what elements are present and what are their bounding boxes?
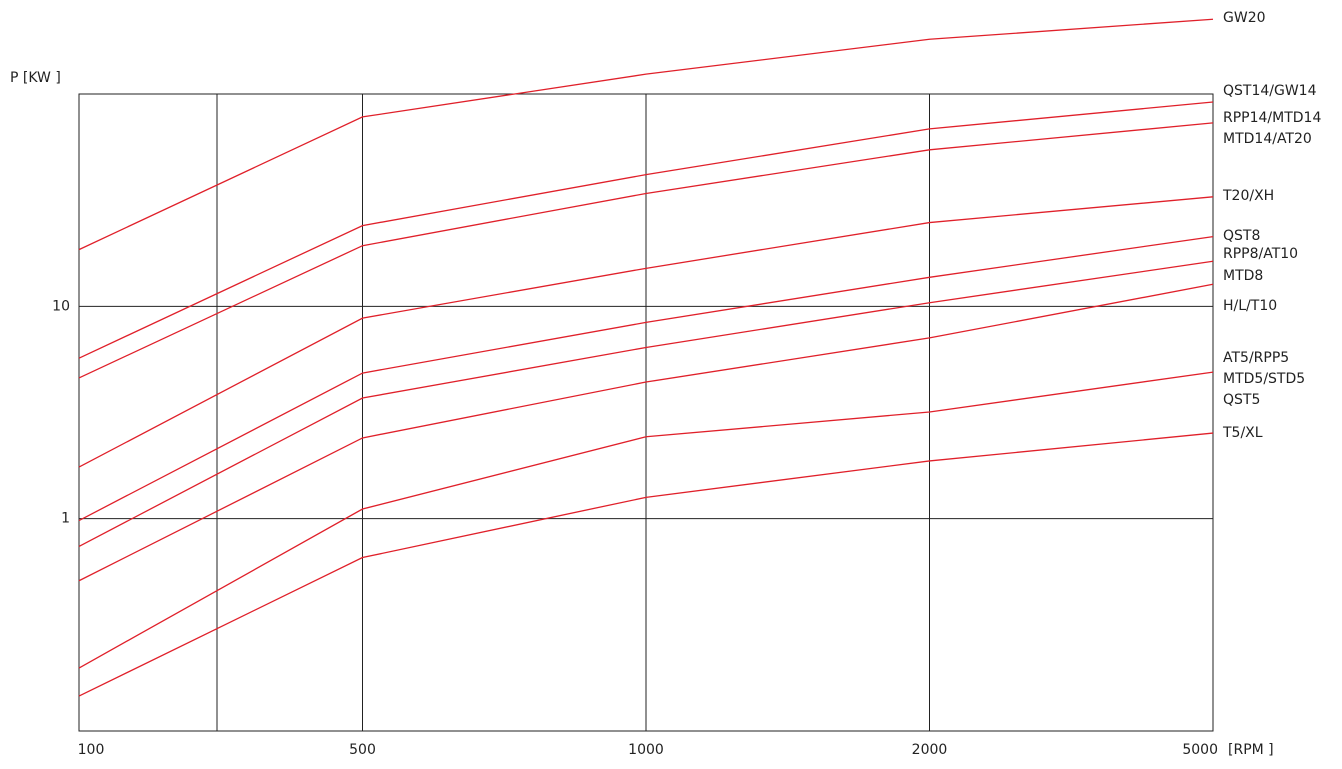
line-label: MTD5/STD5 [1223, 371, 1305, 387]
x-tick-label: 2000 [912, 742, 948, 758]
series-line [78, 432, 1214, 697]
line-label: H/L/T10 [1223, 298, 1277, 314]
series-line [78, 101, 1214, 359]
series-line [78, 196, 1214, 468]
series-line [78, 260, 1214, 548]
x-tick-label: 500 [349, 742, 376, 758]
line-label: RPP14/MTD14 [1223, 110, 1321, 126]
series-line [78, 122, 1214, 379]
x-axis-label: [RPM ] [1228, 742, 1274, 758]
line-label: QST14/GW14 [1223, 83, 1317, 99]
line-label: QST5 [1223, 392, 1260, 408]
series-line [78, 18, 1214, 251]
line-label: QST8 [1223, 228, 1260, 244]
x-tick-label: 100 [78, 742, 105, 758]
x-tick-label: 5000 [1182, 742, 1218, 758]
line-label: T5/XL [1222, 425, 1263, 441]
series-line [78, 235, 1214, 522]
series-line [78, 283, 1214, 582]
line-label: MTD14/AT20 [1223, 131, 1312, 147]
series-line [78, 371, 1214, 669]
y-tick-label: 10 [52, 298, 70, 314]
y-tick-label: 1 [61, 511, 70, 527]
line-label: T20/XH [1222, 188, 1274, 204]
y-axis-label: P [KW ] [10, 70, 61, 86]
x-tick-label: 1000 [628, 742, 664, 758]
line-label: AT5/RPP5 [1223, 350, 1289, 366]
line-label: MTD8 [1223, 268, 1263, 284]
line-label: RPP8/AT10 [1223, 246, 1298, 262]
line-label: GW20 [1223, 10, 1266, 26]
